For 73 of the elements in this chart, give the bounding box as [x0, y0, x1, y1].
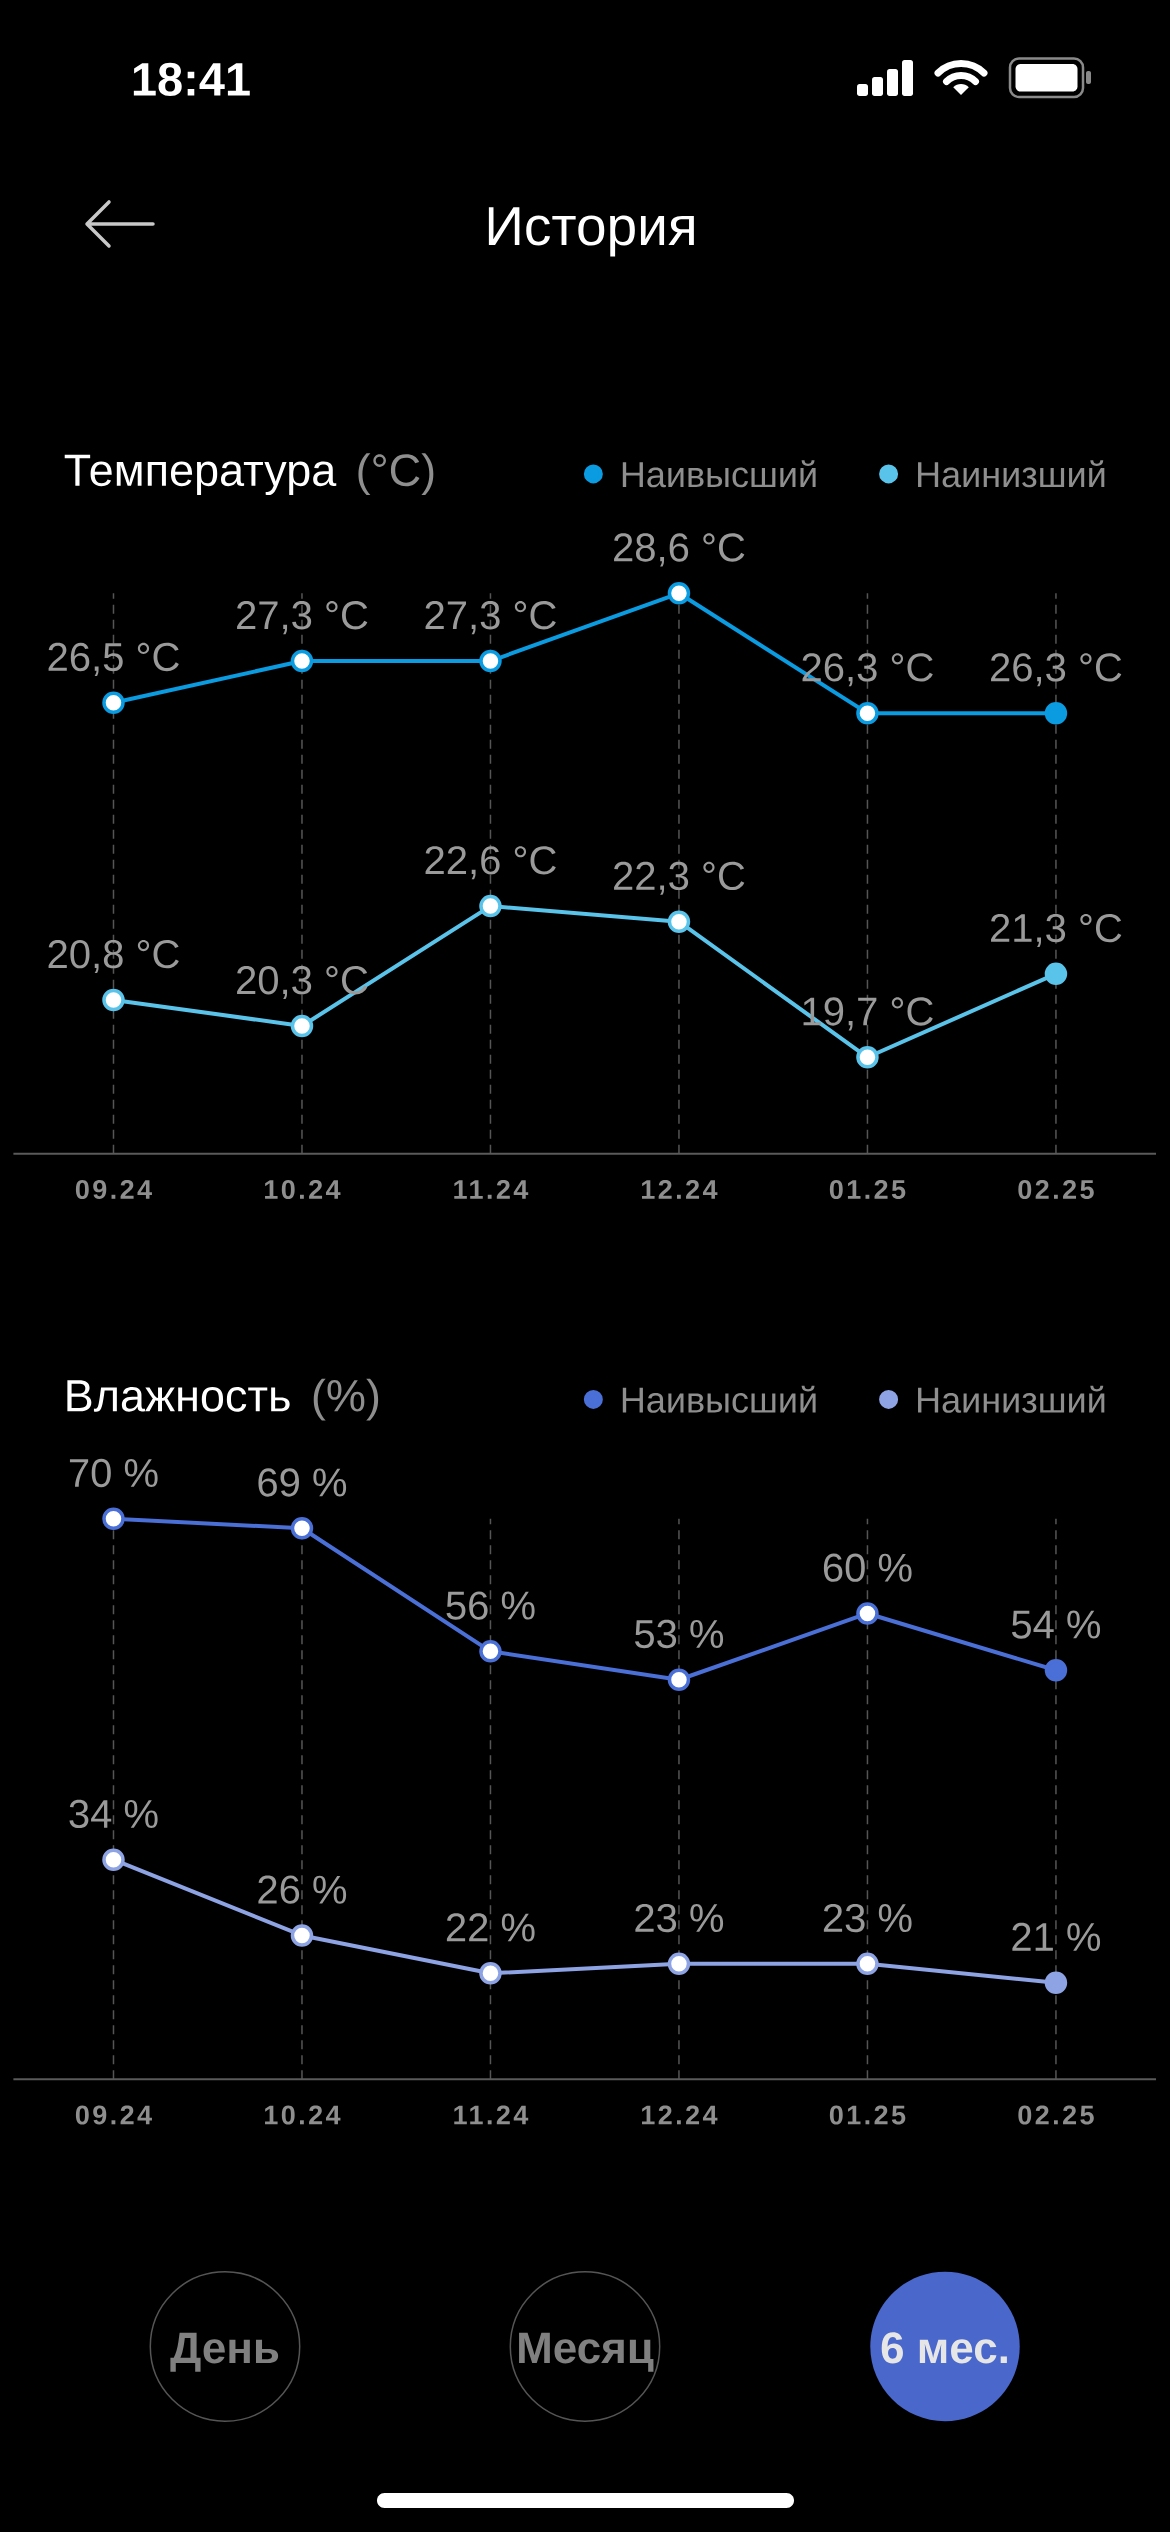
- point: [856, 1952, 879, 1976]
- point: [290, 649, 314, 673]
- point: [102, 691, 125, 715]
- data-label: 21,3 °C: [991, 913, 1122, 947]
- data-label: 23 %: [635, 1903, 724, 1933]
- data-label: 34 %: [69, 1799, 158, 1829]
- point: [1044, 1971, 1068, 1995]
- x-tick-label: 10.24: [265, 1179, 341, 1200]
- point: [102, 988, 125, 1012]
- x-tick-label: 09.24: [75, 1179, 152, 1200]
- point: [1044, 1659, 1068, 1682]
- point: [856, 701, 879, 725]
- x-tick-label: 11.24: [454, 2105, 529, 2125]
- data-label: 26 %: [258, 1875, 347, 1904]
- x-tick-label: 01.25: [829, 2105, 906, 2125]
- point: [290, 1517, 314, 1540]
- data-label: 27,3 °C: [425, 601, 556, 635]
- point: [667, 910, 691, 933]
- data-label: 22 %: [446, 1913, 535, 1942]
- data-label: 22,3 °C: [614, 861, 745, 895]
- data-label: 28,6 °C: [614, 533, 745, 567]
- point: [1044, 962, 1068, 986]
- x-tick-label: 02.25: [1018, 1179, 1094, 1200]
- x-tick-label: 10.24: [265, 2105, 341, 2125]
- text: Месяц: [519, 2332, 654, 2372]
- point: [290, 1014, 314, 1038]
- data-label: 69 %: [258, 1468, 347, 1497]
- data-label: 26,3 °C: [802, 653, 933, 687]
- chart-title: Температура: [64, 454, 337, 496]
- point: [1044, 701, 1068, 725]
- data-label: 54 %: [1011, 1610, 1101, 1639]
- y-axis-title: (°C): [358, 453, 434, 496]
- point: [856, 1046, 879, 1069]
- x-tick-label: 11.24: [454, 1179, 529, 1199]
- x-tick-label: 09.24: [75, 2105, 152, 2125]
- point: [102, 1848, 125, 1871]
- data-label: 60 %: [823, 1553, 912, 1582]
- point: [102, 1507, 125, 1531]
- data-label: 20,8 °C: [48, 939, 179, 974]
- data-label: 23 %: [823, 1903, 912, 1933]
- text: 6 мес.: [881, 2332, 1007, 2364]
- point: [667, 582, 691, 605]
- point: [479, 1640, 502, 1663]
- x-tick-label: 01.25: [829, 1179, 906, 1200]
- x-tick-label: 12.24: [642, 2105, 718, 2125]
- data-label: 26,5 °C: [48, 642, 179, 676]
- data-label: 21 %: [1012, 1922, 1101, 1952]
- point: [479, 1962, 502, 1985]
- point: [479, 894, 502, 918]
- data-label: 56 %: [446, 1591, 535, 1620]
- legend-label: Наивысший: [622, 1385, 816, 1413]
- point: [667, 1668, 691, 1692]
- legend-label: Наинизший: [918, 1385, 1105, 1413]
- point: [290, 1924, 314, 1947]
- point: [479, 649, 502, 673]
- text: День: [170, 2332, 279, 2372]
- data-label: 70 %: [69, 1458, 158, 1488]
- data-label: 20,3 °C: [237, 966, 368, 1000]
- chart-title: Влажность: [67, 1380, 290, 1412]
- legend-label: Наивысший: [622, 460, 816, 488]
- point: [856, 1602, 879, 1625]
- data-label: 27,3 °C: [237, 601, 368, 635]
- data-label: 53 %: [634, 1619, 724, 1649]
- x-tick-label: 12.24: [642, 1179, 718, 1199]
- data-label: 26,3 °C: [991, 653, 1122, 687]
- y-axis-title: (%): [313, 1378, 379, 1421]
- x-tick-label: 02.25: [1018, 2105, 1094, 2125]
- data-label: 22,6 °C: [425, 846, 556, 880]
- text: 18:41: [133, 62, 250, 97]
- text: История: [488, 207, 694, 257]
- legend-label: Наинизший: [918, 460, 1105, 488]
- data-label: 19,7 °C: [803, 997, 933, 1031]
- point: [667, 1952, 691, 1976]
